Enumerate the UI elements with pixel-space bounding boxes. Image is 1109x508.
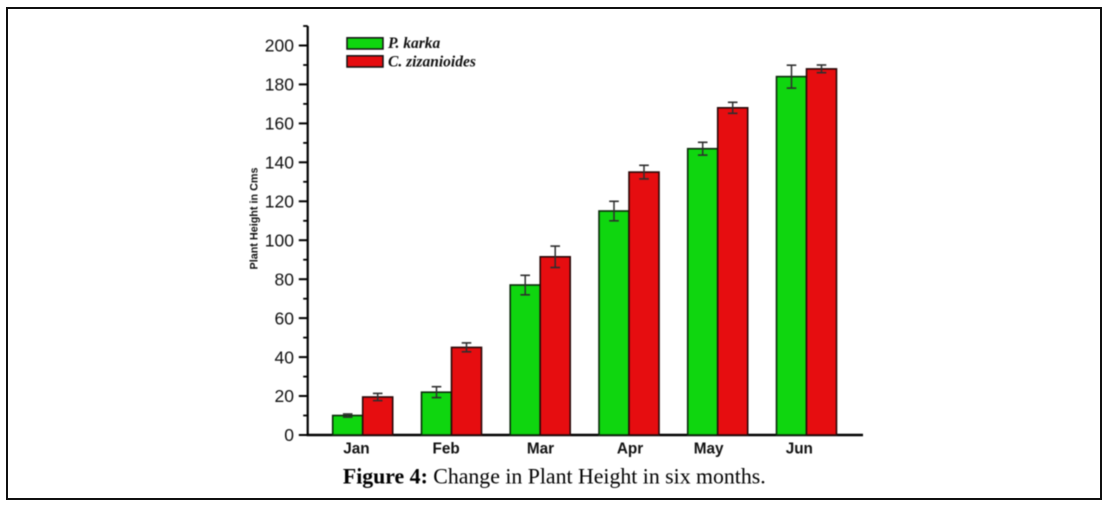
svg-text:0: 0 [284, 425, 294, 445]
svg-text:160: 160 [265, 114, 294, 134]
svg-text:20: 20 [275, 386, 295, 406]
svg-text:120: 120 [265, 192, 294, 212]
svg-text:May: May [694, 441, 724, 458]
svg-text:60: 60 [275, 308, 295, 328]
svg-text:Jan: Jan [343, 441, 369, 458]
svg-text:Plant Height in Cms: Plant Height in Cms [249, 168, 261, 270]
svg-text:80: 80 [275, 269, 295, 289]
svg-text:Apr: Apr [617, 441, 643, 458]
svg-text:P. karka: P. karka [388, 35, 441, 52]
svg-text:100: 100 [265, 230, 294, 250]
svg-text:Mar: Mar [527, 441, 554, 458]
svg-text:200: 200 [265, 36, 294, 56]
svg-text:Feb: Feb [432, 441, 459, 458]
svg-text:C. zizanioides: C. zizanioides [388, 54, 476, 71]
svg-text:Figure 4: Change in Plant Heig: Figure 4: Change in Plant Height in six … [343, 465, 766, 489]
svg-text:140: 140 [265, 153, 294, 173]
svg-text:40: 40 [275, 347, 295, 367]
svg-text:180: 180 [265, 75, 294, 95]
svg-text:Jun: Jun [786, 441, 813, 458]
